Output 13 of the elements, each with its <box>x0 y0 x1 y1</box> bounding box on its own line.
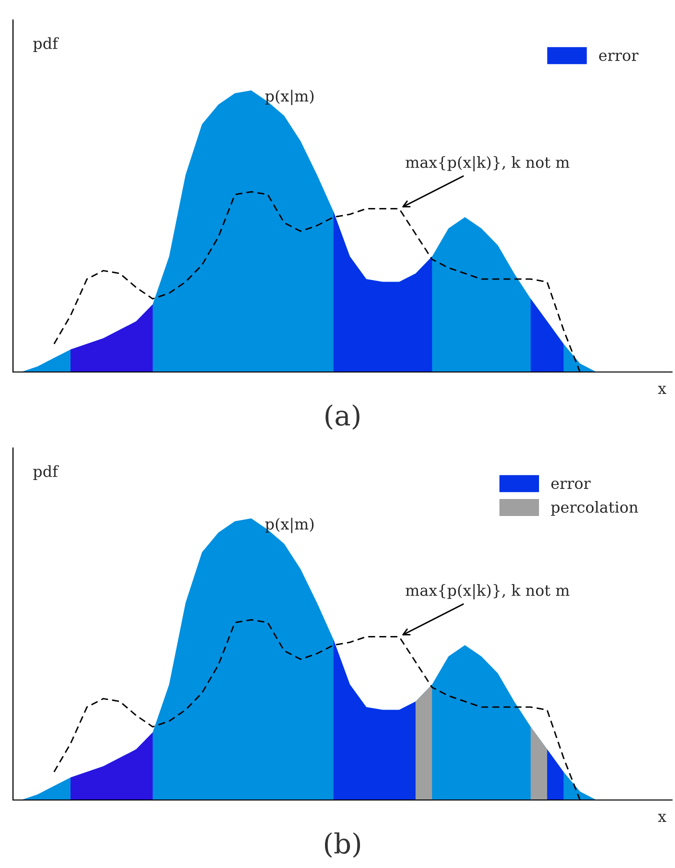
legend-label: error <box>551 480 591 490</box>
annotation: max{p(x|k)}, k not m <box>406 584 570 600</box>
annotation: max{p(x|k)}, k not m <box>406 156 570 172</box>
text: x <box>658 814 666 822</box>
annotation: p(x|m) <box>265 90 314 106</box>
text: (b) <box>324 832 360 858</box>
text: (a) <box>326 404 360 430</box>
text: x <box>658 386 666 394</box>
legend-label: error <box>599 52 638 62</box>
annotation: p(x|m) <box>265 518 314 534</box>
text: pdf <box>33 37 59 52</box>
legend-label: percolation <box>550 501 638 516</box>
text: pdf <box>33 465 59 480</box>
